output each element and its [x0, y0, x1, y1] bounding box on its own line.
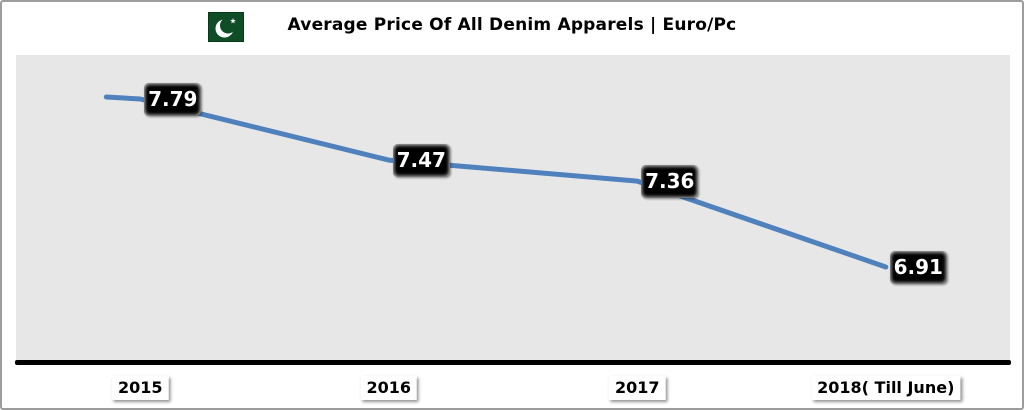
pakistan-flag-icon — [208, 12, 244, 42]
x-axis-label-2016: 2016 — [360, 376, 418, 400]
data-label-2018: 6.91 — [889, 250, 947, 284]
x-axis-label-2017: 2017 — [608, 376, 666, 400]
data-label-2016: 7.47 — [392, 143, 450, 177]
chart-title: Average Price Of All Denim Apparels | Eu… — [287, 15, 737, 35]
x-axis-line — [15, 360, 1011, 365]
data-label-2017: 7.36 — [641, 164, 699, 198]
x-axis-label-2015: 2015 — [111, 376, 169, 400]
data-label-2015: 7.79 — [144, 82, 202, 116]
x-axis-label-2018: 2018( Till June) — [811, 376, 961, 400]
